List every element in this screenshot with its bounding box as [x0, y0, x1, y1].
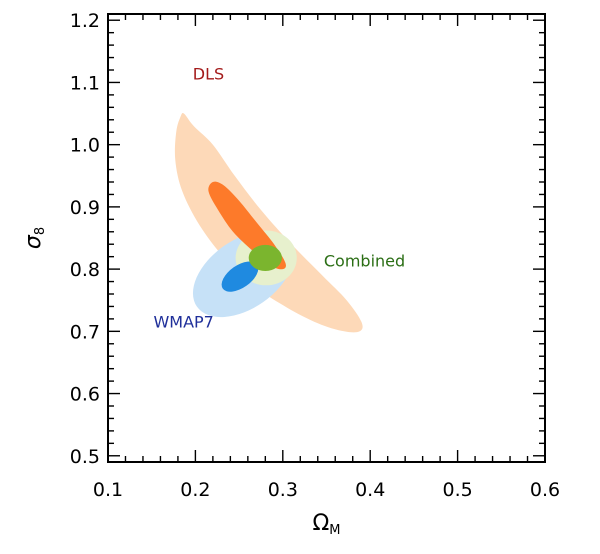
- y-tick-label: 0.5: [70, 446, 100, 468]
- y-axis-label: σ8: [21, 227, 48, 249]
- y-tick-label: 0.7: [70, 321, 100, 343]
- plot-frame: [107, 13, 546, 463]
- axis-ticks: [107, 14, 546, 462]
- dls-label: DLS: [193, 64, 224, 83]
- x-axis-label: ΩM: [312, 511, 340, 538]
- dls-2sigma-region: [174, 112, 363, 333]
- confidence-regions: [174, 112, 363, 333]
- y-tick-label: 0.6: [70, 384, 100, 406]
- y-tick-label: 0.9: [70, 197, 100, 219]
- y-tick-label: 0.8: [70, 259, 100, 281]
- x-tick-label: 0.1: [93, 479, 123, 501]
- x-tick-label: 0.3: [268, 479, 298, 501]
- combined-label: Combined: [324, 252, 405, 271]
- series-labels: DLS WMAP7 Combined: [153, 64, 405, 331]
- combined-1sigma-region: [248, 244, 282, 271]
- tick-labels: 0.1 0.2 0.3 0.4 0.5 0.6 0.5 0.6 0.7 0.8 0.9 1.0 1.1 1…: [70, 10, 560, 501]
- wmap7-1sigma-region: [221, 261, 259, 292]
- x-tick-label: 0.2: [180, 479, 210, 501]
- x-tick-label: 0.4: [355, 479, 385, 501]
- y-tick-label: 1.2: [70, 10, 100, 32]
- y-tick-label: 1.1: [70, 72, 100, 94]
- y-tick-label: 1.0: [70, 135, 100, 157]
- wmap7-label: WMAP7: [153, 313, 213, 332]
- x-tick-label: 0.6: [530, 479, 560, 501]
- x-tick-label: 0.5: [442, 479, 472, 501]
